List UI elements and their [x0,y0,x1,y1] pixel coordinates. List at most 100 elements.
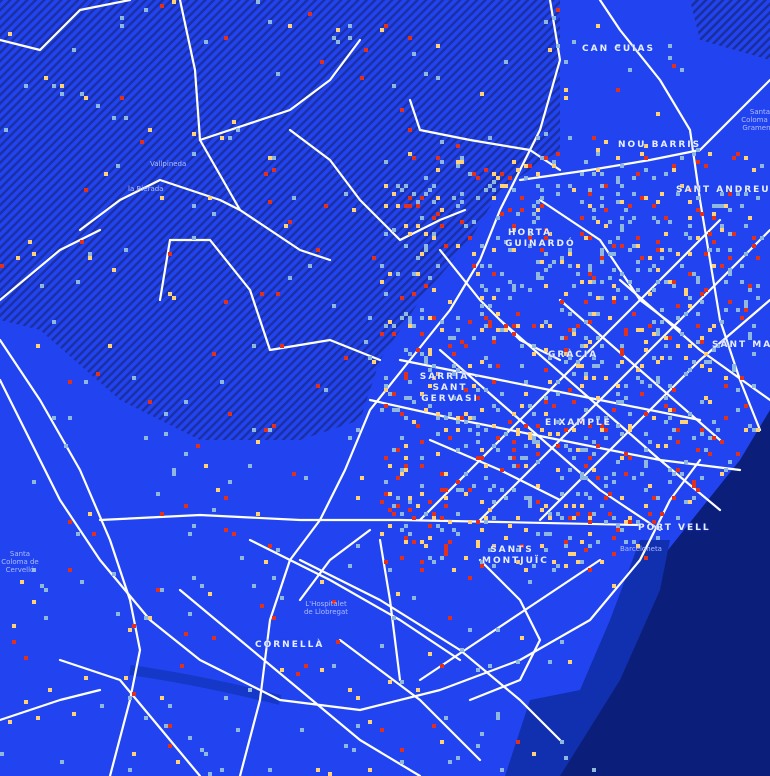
density-cell [408,316,412,320]
density-cell [652,356,656,360]
density-cell [332,600,336,604]
density-cell [548,232,552,236]
density-cell [436,264,440,268]
density-cell [508,296,512,300]
density-cell [692,272,696,276]
density-cell [700,336,704,340]
density-cell [132,376,136,380]
density-cell [572,40,576,44]
density-cell [388,320,392,324]
density-cell [520,208,524,212]
density-cell [716,428,720,432]
density-cell [684,420,688,424]
density-cell [500,272,504,276]
density-cell [732,364,736,368]
density-cell [84,188,88,192]
density-cell [356,496,360,500]
density-cell [420,216,424,220]
density-cell [668,384,672,388]
density-cell [576,264,580,268]
density-cell [596,444,600,448]
density-cell [84,380,88,384]
density-cell [544,20,548,24]
density-cell [452,352,456,356]
density-cell [176,760,180,764]
density-cell [492,544,496,548]
density-cell [192,576,196,580]
density-cell [168,704,172,708]
density-cell [528,580,532,584]
density-cell [24,84,28,88]
density-cell [440,740,444,744]
density-cell [452,528,456,532]
density-cell [536,216,540,220]
district-label: SARRIÀ - SANT GERVASI [419,372,481,404]
density-cell [404,204,408,208]
density-cell [384,456,388,460]
density-cell [528,288,532,292]
density-cell [404,416,408,420]
density-cell [456,420,460,424]
density-cell [632,192,636,196]
river-llobregat [129,665,282,705]
density-cell [184,632,188,636]
density-cell [612,516,616,520]
density-cell [416,204,420,208]
density-cell [420,540,424,544]
density-cell [544,236,548,240]
density-cell [652,216,656,220]
density-cell [704,164,708,168]
density-cell [516,548,520,552]
density-cell [692,484,696,488]
density-cell [616,400,620,404]
density-cell [656,200,660,204]
density-cell [712,264,716,268]
density-cell [584,160,588,164]
density-cell [428,652,432,656]
density-cell [32,252,36,256]
density-cell [680,184,684,188]
density-cell [516,516,520,520]
density-cell [676,252,680,256]
density-cell [596,220,600,224]
density-cell [488,304,492,308]
density-cell [488,364,492,368]
density-cell [28,240,32,244]
density-cell [636,368,640,372]
density-cell [672,496,676,500]
density-cell [692,496,696,500]
density-cell [448,300,452,304]
density-cell [456,328,460,332]
density-cell [676,192,680,196]
density-cell [432,512,436,516]
density-cell [600,428,604,432]
density-cell [456,416,460,420]
density-cell [664,404,668,408]
density-cell [568,136,572,140]
density-cell [444,472,448,476]
density-cell [500,212,504,216]
density-cell [584,476,588,480]
density-cell [400,188,404,192]
density-cell [644,348,648,352]
density-cell [424,512,428,516]
density-cell [560,300,564,304]
density-cell [652,264,656,268]
density-cell [556,192,560,196]
density-cell [184,504,188,508]
density-cell [40,284,44,288]
density-cell [364,48,368,52]
density-cell [588,544,592,548]
density-cell [556,444,560,448]
density-cell [600,424,604,428]
density-cell [680,156,684,160]
density-cell [672,168,676,172]
density-cell [544,504,548,508]
density-cell [288,276,292,280]
density-cell [592,440,596,444]
density-cell [640,472,644,476]
density-cell [560,256,564,260]
density-cell [492,564,496,568]
density-cell [588,532,592,536]
